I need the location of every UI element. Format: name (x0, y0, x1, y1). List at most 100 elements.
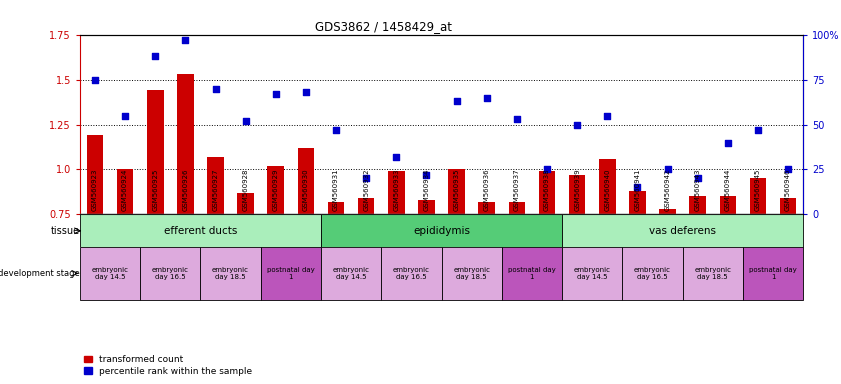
Point (269, 91, 283, 97)
Text: postnatal day
1: postnatal day 1 (267, 267, 315, 280)
Point (631, 184, 644, 190)
Text: embryonic
day 16.5: embryonic day 16.5 (634, 267, 671, 280)
Bar (237, 193, 254, 215)
Point (239, 118, 252, 124)
Point (751, 127, 764, 133)
Text: development stage: development stage (0, 269, 80, 278)
Bar (569, 175, 585, 215)
Text: embryonic
day 16.5: embryonic day 16.5 (152, 267, 188, 280)
Point (600, 113, 614, 119)
Text: GSM560933: GSM560933 (394, 168, 399, 211)
Text: GSM560945: GSM560945 (755, 168, 761, 211)
Text: GSM560943: GSM560943 (695, 168, 701, 211)
Text: embryonic
day 16.5: embryonic day 16.5 (393, 267, 430, 280)
Bar (780, 198, 796, 215)
Point (389, 154, 403, 160)
Bar (328, 202, 344, 215)
Text: GSM560935: GSM560935 (453, 168, 459, 211)
Bar (659, 209, 676, 215)
Bar (749, 179, 766, 215)
Text: GSM560932: GSM560932 (363, 168, 369, 211)
Bar (140, 247, 200, 300)
Bar (509, 202, 525, 215)
Point (570, 121, 584, 127)
Point (721, 139, 734, 146)
Point (119, 113, 132, 119)
Point (661, 166, 674, 172)
Bar (479, 202, 495, 215)
Point (330, 127, 343, 133)
Bar (358, 198, 374, 215)
Text: GSM560924: GSM560924 (122, 168, 128, 211)
Bar (743, 247, 803, 300)
Bar (629, 191, 646, 215)
Text: GSM560926: GSM560926 (182, 168, 188, 211)
Title: GDS3862 / 1458429_at: GDS3862 / 1458429_at (315, 20, 452, 33)
Text: GSM560931: GSM560931 (333, 168, 339, 211)
Text: postnatal day
1: postnatal day 1 (749, 267, 797, 280)
Point (178, 37, 192, 43)
Bar (562, 247, 622, 300)
Text: embryonic
day 18.5: embryonic day 18.5 (695, 267, 731, 280)
Point (299, 89, 313, 95)
Text: GSM560934: GSM560934 (424, 168, 430, 211)
Bar (298, 148, 315, 215)
Point (510, 116, 524, 122)
Bar (502, 247, 562, 300)
Text: embryonic
day 18.5: embryonic day 18.5 (212, 267, 249, 280)
Bar (87, 135, 103, 215)
Point (781, 166, 795, 172)
Bar (207, 157, 224, 215)
Legend: transformed count, percentile rank within the sample: transformed count, percentile rank withi… (84, 355, 252, 376)
Text: embryonic
day 14.5: embryonic day 14.5 (92, 267, 129, 280)
Point (480, 94, 494, 101)
Text: embryonic
day 14.5: embryonic day 14.5 (333, 267, 369, 280)
Point (149, 53, 162, 59)
Text: GSM560929: GSM560929 (272, 168, 278, 211)
Text: GSM560925: GSM560925 (152, 168, 158, 211)
Bar (261, 247, 321, 300)
Text: embryonic
day 14.5: embryonic day 14.5 (574, 267, 611, 280)
Text: GSM560930: GSM560930 (303, 168, 309, 211)
Text: GSM560941: GSM560941 (634, 168, 640, 211)
Text: vas deferens: vas deferens (649, 226, 717, 236)
Point (450, 98, 463, 104)
Bar (622, 247, 683, 300)
Bar (388, 171, 405, 215)
Bar (599, 159, 616, 215)
Bar (267, 166, 284, 215)
Bar (381, 247, 442, 300)
Bar (147, 90, 163, 215)
Text: GSM560940: GSM560940 (605, 168, 611, 211)
Text: GSM560928: GSM560928 (243, 168, 249, 211)
Text: GSM560946: GSM560946 (785, 168, 791, 211)
Point (691, 175, 705, 182)
Text: GSM560927: GSM560927 (213, 168, 219, 211)
Bar (683, 247, 743, 300)
Text: GSM560944: GSM560944 (725, 168, 731, 211)
Text: postnatal day
1: postnatal day 1 (508, 267, 556, 280)
Bar (321, 215, 562, 247)
Text: efferent ducts: efferent ducts (164, 226, 237, 236)
Bar (80, 247, 140, 300)
Bar (562, 215, 803, 247)
Bar (418, 200, 435, 215)
Point (540, 166, 553, 172)
Point (209, 86, 222, 92)
Bar (720, 197, 736, 215)
Bar (690, 197, 706, 215)
Text: epididymis: epididymis (413, 226, 470, 236)
Text: GSM560938: GSM560938 (544, 168, 550, 211)
Bar (539, 171, 555, 215)
Text: GSM560937: GSM560937 (514, 168, 520, 211)
Bar (442, 247, 502, 300)
Point (420, 172, 433, 178)
Bar (200, 247, 261, 300)
Text: tissue: tissue (50, 226, 80, 236)
Bar (177, 74, 193, 215)
Text: embryonic
day 18.5: embryonic day 18.5 (453, 267, 490, 280)
Text: GSM560936: GSM560936 (484, 168, 489, 211)
Point (88, 76, 102, 83)
Text: GSM560939: GSM560939 (574, 168, 580, 211)
Text: GSM560942: GSM560942 (664, 168, 670, 211)
